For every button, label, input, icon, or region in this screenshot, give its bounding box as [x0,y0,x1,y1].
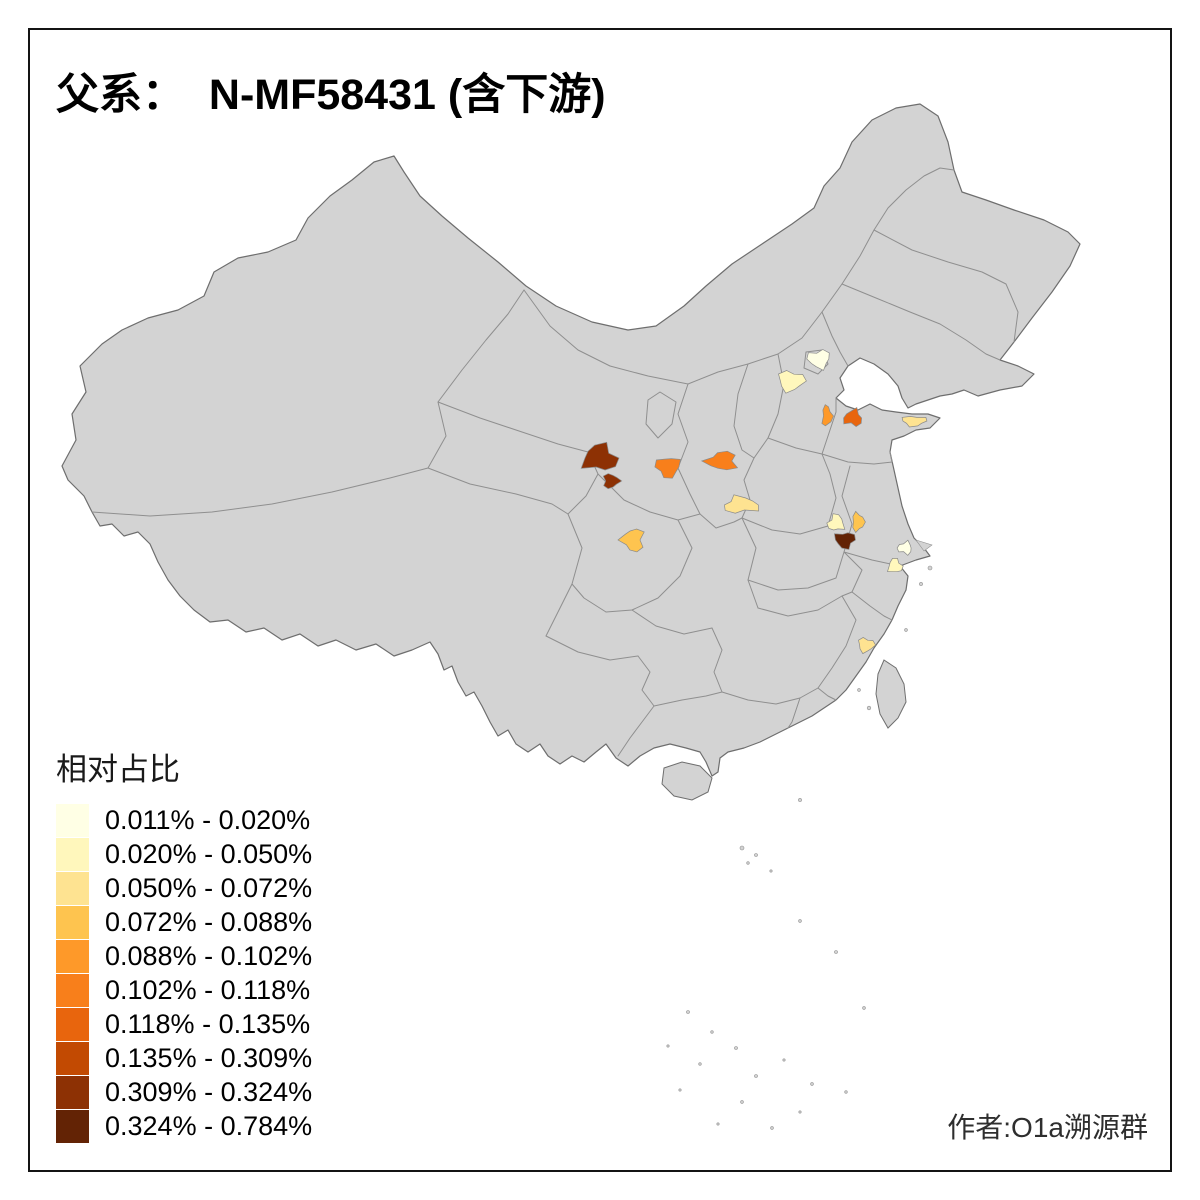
map-region-r8 [821,404,834,427]
legend-swatch [56,939,89,973]
legend-row: 0.118% - 0.135% [56,1007,312,1041]
map-region-r15 [887,558,904,573]
map-region-r1 [580,441,620,471]
chongming-island [915,539,933,552]
map-region-r7 [843,407,862,428]
legend-swatch [56,803,89,837]
legend-label: 0.118% - 0.135% [105,1008,311,1039]
map-region-r16 [858,636,877,655]
legend-label: 0.072% - 0.088% [105,906,313,937]
legend-swatch [56,871,89,905]
province-borders [91,167,1019,757]
map-region-r1b [602,473,623,490]
legend-row: 0.011% - 0.020% [56,803,312,837]
credit-text: 作者:O1a溯源群 [947,1112,1148,1143]
legend-label: 0.050% - 0.072% [105,872,313,903]
legend-row: 0.309% - 0.324% [56,1075,312,1109]
legend-row: 0.324% - 0.784% [56,1109,312,1143]
taiwan-island [875,659,907,729]
legend-row: 0.072% - 0.088% [56,905,312,939]
legend-swatch [56,905,89,939]
legend-title: 相对占比 [56,752,180,787]
highlight-regions [580,349,928,655]
legend-swatch [56,1041,89,1075]
legend: 相对占比 0.011% - 0.020% 0.020% - 0.050% 0.050… [56,744,312,1143]
offshore-islands [666,539,933,1130]
legend-swatch [56,1109,89,1143]
legend-label: 0.324% - 0.784% [105,1110,313,1141]
legend-label: 0.135% - 0.309% [105,1042,313,1073]
legend-row: 0.050% - 0.072% [56,871,312,905]
legend-row: 0.020% - 0.050% [56,837,312,871]
legend-rows: 0.011% - 0.020% 0.020% - 0.050% 0.050% - 0… [56,803,312,1143]
legend-label: 0.088% - 0.102% [105,940,313,971]
map-region-r4 [724,494,759,514]
hainan-island [661,761,713,801]
map-region-r13 [833,532,856,550]
map-region-r2 [654,458,681,479]
legend-label: 0.102% - 0.118% [105,974,311,1005]
legend-row: 0.102% - 0.118% [56,973,312,1007]
legend-label: 0.020% - 0.050% [105,838,313,869]
legend-swatch [56,1075,89,1109]
map-region-r9 [901,416,928,428]
map-title: 父系： N-MF58431 (含下游) [56,71,606,119]
legend-swatch [56,973,89,1007]
map-region-r5 [778,370,807,394]
legend-row: 0.088% - 0.102% [56,939,312,973]
legend-swatch [56,1007,89,1041]
map-region-r10 [617,528,645,553]
map-region-r14 [896,539,912,556]
mainland-china [61,103,1081,777]
map-region-r6 [806,349,830,371]
legend-swatch [56,837,89,871]
legend-row: 0.135% - 0.309% [56,1041,312,1075]
legend-label: 0.309% - 0.324% [105,1076,313,1107]
map-region-r3 [700,450,739,471]
map-region-r12 [852,510,866,534]
legend-label: 0.011% - 0.020% [105,804,311,835]
map-region-r11 [826,513,846,531]
